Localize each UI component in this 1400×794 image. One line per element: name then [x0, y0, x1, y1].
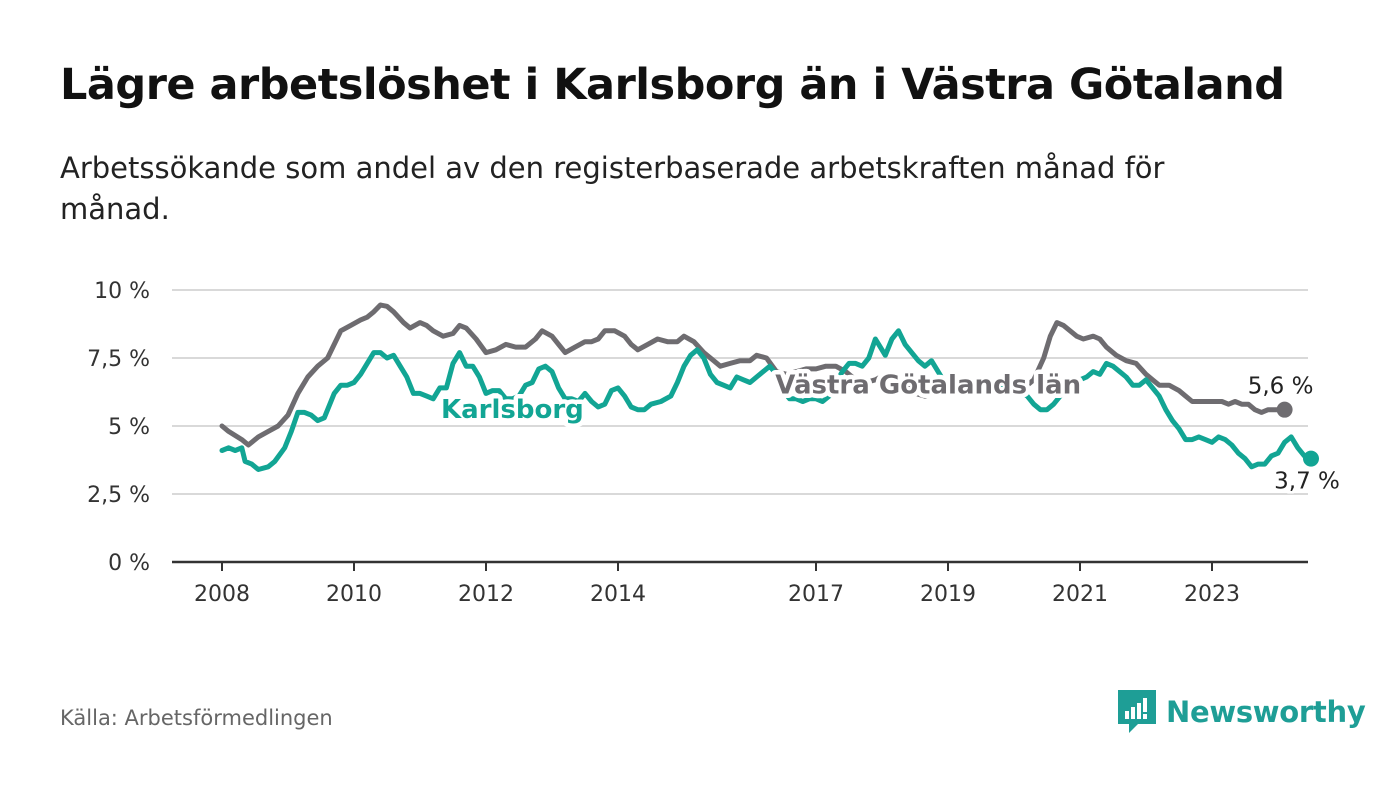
series-line-karlsborg-end-dot	[1303, 450, 1319, 467]
x-tick-label: 2019	[920, 582, 976, 607]
brand-name: Newsworthy	[1166, 695, 1366, 729]
x-tick-label: 2023	[1184, 582, 1240, 607]
y-tick-label: 5 %	[108, 415, 150, 440]
chart-subtitle: Arbetssökande som andel av den registerb…	[60, 151, 1165, 226]
y-tick-label: 0 %	[108, 551, 150, 576]
newsworthy-logo-icon	[1118, 690, 1156, 733]
source-note: Källa: Arbetsförmedlingen	[60, 706, 333, 730]
x-tick-label: 2010	[326, 582, 382, 607]
series-annotation: Västra Götalands län	[775, 370, 1081, 400]
series-annotation: Karlsborg	[441, 395, 584, 425]
series-line-vastra-gotaland	[219, 302, 1288, 448]
y-tick-label: 2,5 %	[87, 483, 150, 508]
brand-logo: Newsworthy	[1118, 690, 1366, 734]
y-tick-label: 7,5 %	[87, 347, 150, 372]
series-line-karlsborg	[219, 328, 1314, 472]
end-label-vastra-gotaland: 5,6 %	[1248, 374, 1314, 400]
end-label-karlsborg: 3,7 %	[1274, 469, 1340, 495]
x-tick-label: 2008	[194, 582, 250, 607]
x-tick-label: 2014	[590, 582, 646, 607]
x-tick-label: 2017	[788, 582, 844, 607]
y-tick-label: 10 %	[94, 279, 150, 304]
x-tick-label: 2012	[458, 582, 514, 607]
chart-title: Lägre arbetslöshet i Karlsborg än i Väst…	[60, 60, 1285, 110]
series-line-vastra-gotaland-end-dot	[1276, 401, 1293, 418]
x-tick-label: 2021	[1052, 582, 1108, 607]
